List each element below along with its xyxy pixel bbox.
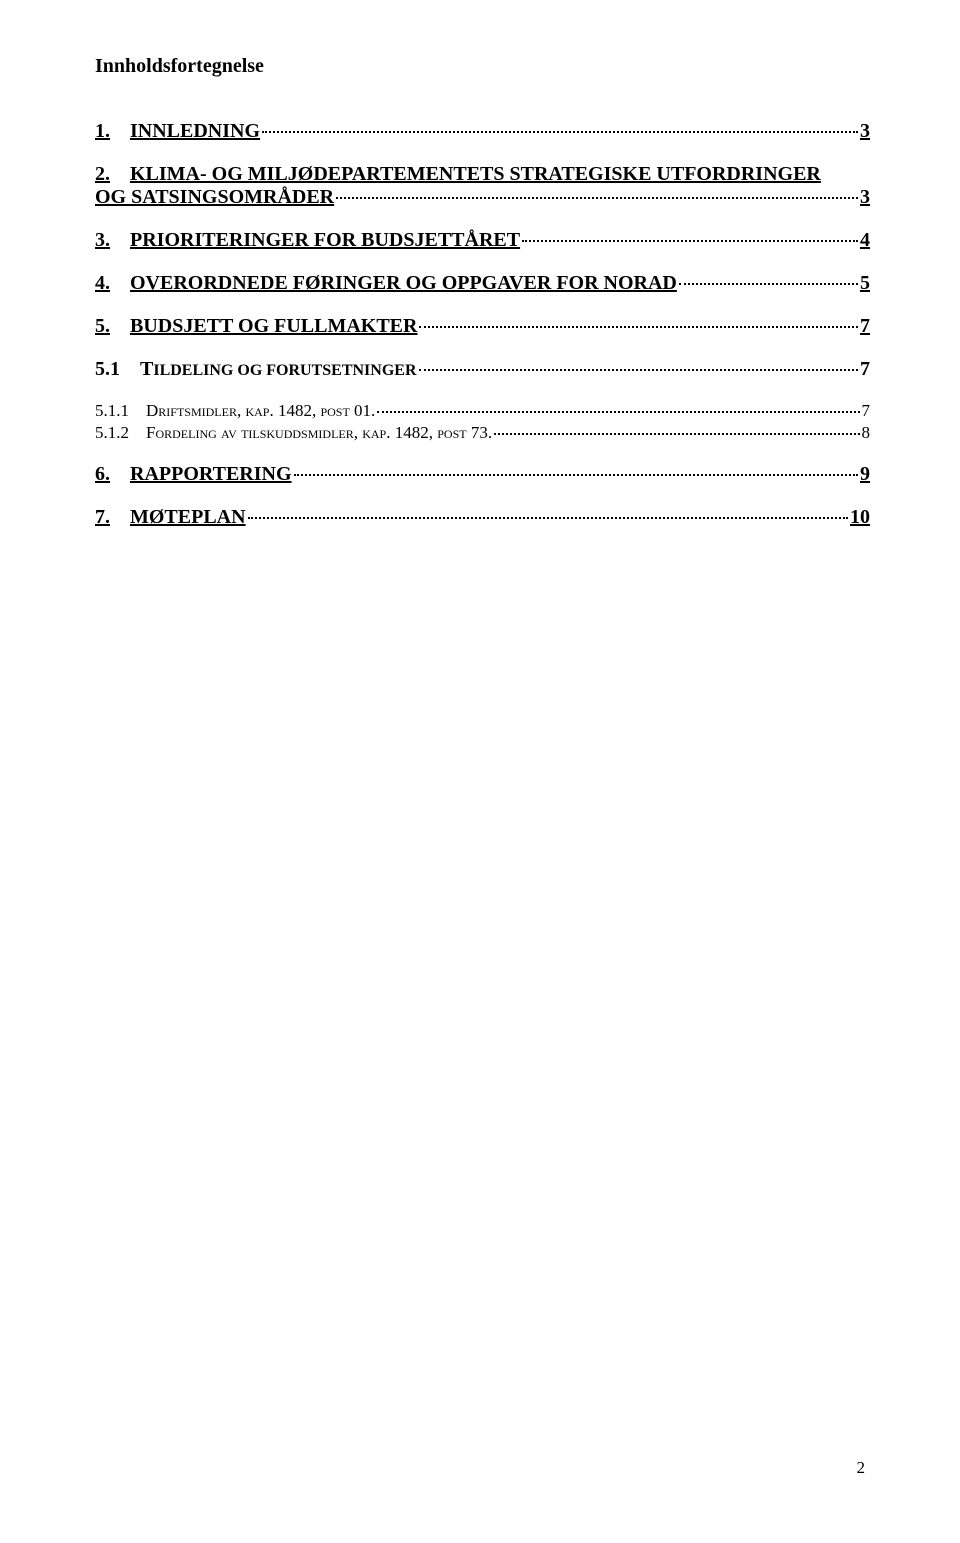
page-number: 2: [857, 1458, 866, 1478]
toc-page: 5: [860, 272, 870, 295]
toc-entry: 5.1.1 Driftsmidler, kap. 1482, post 01. …: [95, 401, 870, 421]
toc-entry: 7. MØTEPLAN 10: [95, 506, 870, 529]
toc-num: 3.: [95, 229, 110, 252]
toc-title: PRIORITERINGER FOR BUDSJETTÅRET: [130, 229, 520, 252]
toc-num: 2.: [95, 163, 110, 186]
toc-leader: [262, 131, 858, 133]
toc-num: 4.: [95, 272, 110, 295]
toc-title: TILDELING OG FORUTSETNINGER: [140, 358, 417, 381]
toc-title-rest: ILDELING OG FORUTSETNINGER: [153, 362, 416, 379]
toc-num: 7.: [95, 506, 110, 529]
toc-page: 3: [860, 186, 870, 209]
toc-gap: [110, 315, 130, 338]
toc-title: OVERORDNEDE FØRINGER OG OPPGAVER FOR NOR…: [130, 272, 677, 295]
toc-title: RAPPORTERING: [130, 463, 292, 486]
toc-page: 3: [860, 120, 870, 143]
toc-leader: [419, 369, 858, 371]
toc-leader: [248, 517, 848, 519]
toc-num: 5.1: [95, 358, 120, 381]
toc-entry: 5.1 TILDELING OG FORUTSETNINGER 7: [95, 358, 870, 381]
toc-page: 9: [860, 463, 870, 486]
toc-page: 8: [862, 423, 871, 443]
toc-gap: [110, 163, 130, 186]
toc-page: 4: [860, 229, 870, 252]
toc-gap: [110, 120, 130, 143]
toc-title: KLIMA- OG MILJØDEPARTEMENTETS STRATEGISK…: [130, 163, 821, 186]
toc-gap: [120, 358, 140, 381]
toc-heading: Innholdsfortegnelse: [95, 55, 870, 78]
toc-page: 7: [862, 401, 871, 421]
toc-gap: [129, 423, 146, 443]
toc-leader: [336, 197, 858, 199]
toc-num: 6.: [95, 463, 110, 486]
toc-entry: 5.1.2 Fordeling av tilskuddsmidler, kap.…: [95, 423, 870, 443]
toc-title: Driftsmidler, kap. 1482, post 01.: [146, 401, 375, 421]
toc-title: OG SATSINGSOMRÅDER: [95, 186, 334, 209]
toc-title: INNLEDNING: [130, 120, 260, 143]
toc-gap: [129, 401, 146, 421]
toc-title-lead: T: [140, 358, 153, 380]
toc-leader: [377, 411, 859, 413]
toc-leader: [679, 283, 858, 285]
toc-entry: 5. BUDSJETT OG FULLMAKTER 7: [95, 315, 870, 338]
toc-num: 5.: [95, 315, 110, 338]
toc-entry: 3. PRIORITERINGER FOR BUDSJETTÅRET 4: [95, 229, 870, 252]
toc-page: 10: [850, 506, 870, 529]
toc-gap: [110, 272, 130, 295]
toc-entry: 1. INNLEDNING 3: [95, 120, 870, 143]
toc-title: BUDSJETT OG FULLMAKTER: [130, 315, 417, 338]
toc-leader: [294, 474, 858, 476]
toc-num: 1.: [95, 120, 110, 143]
toc-gap: [110, 463, 130, 486]
toc-title: Fordeling av tilskuddsmidler, kap. 1482,…: [146, 423, 492, 443]
toc-page: 7: [860, 358, 870, 381]
toc-leader: [419, 326, 858, 328]
toc-num: 5.1.2: [95, 423, 129, 443]
toc-leader: [494, 433, 859, 435]
toc-gap: [110, 229, 130, 252]
toc-entry: 2. KLIMA- OG MILJØDEPARTEMENTETS STRATEG…: [95, 163, 870, 186]
toc-page: 7: [860, 315, 870, 338]
toc-entry: 4. OVERORDNEDE FØRINGER OG OPPGAVER FOR …: [95, 272, 870, 295]
toc-num: 5.1.1: [95, 401, 129, 421]
toc-entry-continuation: OG SATSINGSOMRÅDER 3: [95, 186, 870, 209]
toc-gap: [110, 506, 130, 529]
toc-leader: [522, 240, 858, 242]
toc-entry: 6. RAPPORTERING 9: [95, 463, 870, 486]
toc-title: MØTEPLAN: [130, 506, 246, 529]
